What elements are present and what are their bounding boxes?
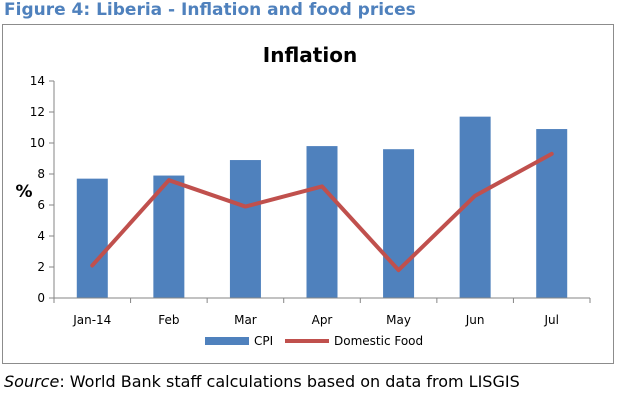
cpi-bars — [76, 116, 568, 299]
source-label: Source — [4, 372, 60, 391]
legend-cpi-swatch — [205, 337, 249, 345]
cpi-bar — [383, 149, 415, 298]
y-tick-label: 6 — [37, 198, 45, 212]
y-tick-label: 2 — [37, 260, 45, 274]
legend-cpi-label: CPI — [254, 334, 273, 348]
x-tick-label: Jan-14 — [72, 313, 111, 327]
legend: CPI Domestic Food — [205, 334, 423, 348]
y-tick-label: 14 — [30, 74, 45, 88]
source-text: : World Bank staff calculations based on… — [59, 372, 520, 391]
y-axis: 0 2 4 6 8 10 12 14 — [30, 74, 55, 305]
y-tick-label: 10 — [30, 136, 45, 150]
x-tick-label: Mar — [234, 313, 257, 327]
cpi-bar — [536, 129, 568, 298]
cpi-bar — [229, 160, 261, 298]
figure-title: Figure 4: Liberia - Inflation and food p… — [4, 0, 416, 20]
x-axis: Jan-14 Feb Mar Apr May Jun Jul — [53, 297, 591, 327]
y-tick-label: 0 — [37, 291, 45, 305]
cpi-bar — [306, 146, 338, 298]
source-note: Source: World Bank staff calculations ba… — [4, 372, 520, 391]
y-tick-label: 12 — [30, 105, 45, 119]
chart-frame — [2, 24, 614, 364]
domestic-food-polyline — [90, 151, 554, 273]
chart-title: Inflation — [263, 43, 357, 67]
legend-domestic-food-label: Domestic Food — [334, 334, 423, 348]
y-axis-label: % — [15, 182, 32, 202]
x-tick-label: Jul — [543, 313, 558, 327]
cpi-bar — [76, 178, 108, 298]
domestic-food-line — [90, 151, 554, 273]
x-tick-label: Jun — [465, 313, 485, 327]
y-tick-label: 8 — [37, 167, 45, 181]
x-tick-label: Feb — [158, 313, 179, 327]
y-tick-label: 4 — [37, 229, 45, 243]
cpi-bar — [153, 175, 185, 298]
x-tick-label: May — [386, 313, 411, 327]
x-tick-label: Apr — [312, 313, 333, 327]
